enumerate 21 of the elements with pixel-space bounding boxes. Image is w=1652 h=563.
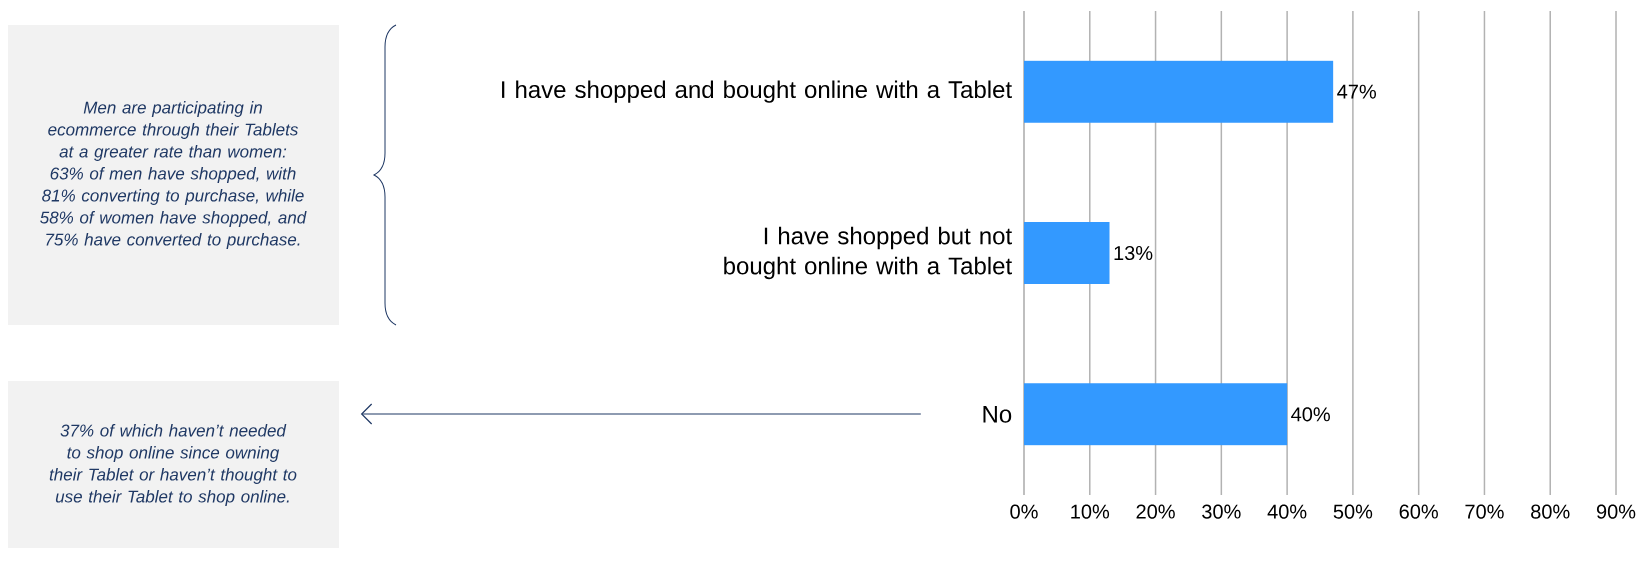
- x-tick-label: 80%: [1531, 504, 1570, 519]
- x-tick-label: 90%: [1596, 504, 1636, 519]
- data-label: 40%: [1291, 407, 1330, 422]
- x-tick-label: 40%: [1267, 504, 1307, 519]
- x-tick-label: 60%: [1399, 504, 1438, 519]
- data-label: 47%: [1337, 84, 1376, 99]
- data-label: 13%: [1114, 245, 1153, 261]
- x-tick-label: 50%: [1333, 504, 1373, 519]
- text: 37% of which haven’t needed to shop online since owning their Tablet or haven’t thought to use their Tablet to shop online.: [49, 424, 297, 506]
- bar: [1024, 60, 1334, 123]
- x-tick-label: 30%: [1202, 504, 1241, 519]
- bar: [1024, 222, 1110, 284]
- x-tick-label: 20%: [1136, 504, 1175, 519]
- text: Men are participating in ecommerce through their Tablets at a greater rate than women: 63% of men have shopped, with 81% converting to purchase, while 58% of women have shopped, and 75% have converted to purchase.: [40, 101, 307, 249]
- y-tick-label: I have shopped and bought online with a Tablet: [502, 80, 1012, 103]
- bar: [1024, 383, 1288, 446]
- y-tick-label: No: [983, 405, 1012, 423]
- y-tick-label: I have shopped but not bought online with a Tablet: [724, 226, 1012, 280]
- x-tick-label: 10%: [1071, 504, 1110, 519]
- x-tick-label: 70%: [1465, 504, 1504, 519]
- x-tick-label: 0%: [1010, 504, 1038, 519]
